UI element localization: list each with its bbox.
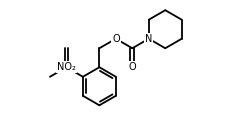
Text: O: O <box>112 34 120 44</box>
Text: O: O <box>129 62 136 72</box>
Text: N: N <box>145 34 152 44</box>
Text: NO₂: NO₂ <box>57 62 76 72</box>
